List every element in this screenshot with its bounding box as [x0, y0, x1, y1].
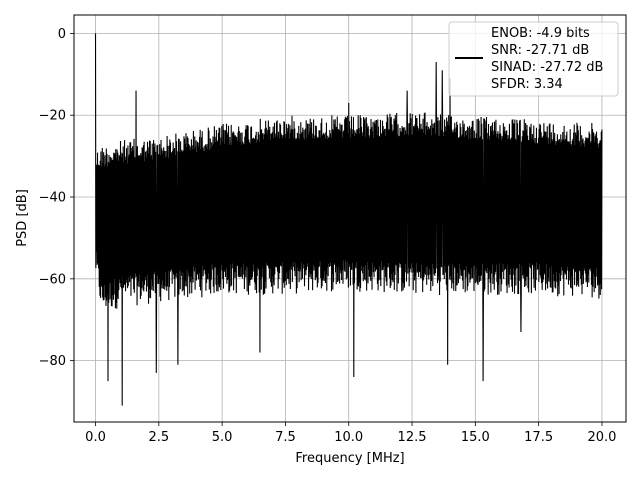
x-tick-label: 0.0 [85, 430, 106, 445]
y-tick-label: −80 [39, 354, 66, 369]
y-axis-label: PSD [dB] [15, 189, 30, 247]
x-tick-label: 10.0 [334, 430, 363, 445]
x-tick-label: 2.5 [148, 430, 169, 445]
x-axis-label: Frequency [MHz] [295, 451, 404, 466]
x-tick-label: 5.0 [212, 430, 233, 445]
legend-box [448, 21, 619, 97]
x-tick-label: 17.5 [524, 430, 553, 445]
legend-entry-sinad: SINAD: -27.72 dB [491, 60, 603, 75]
legend-entry-sfdr: SFDR: 3.34 [491, 77, 563, 92]
legend-entry-enob: ENOB: -4.9 bits [491, 26, 590, 41]
x-axis-ticks: 0.0 2.5 5.0 7.5 10.0 12.5 15.0 17.5 20.0 [85, 422, 616, 445]
x-tick-label: 20.0 [587, 430, 616, 445]
x-tick-label: 7.5 [275, 430, 296, 445]
y-tick-label: −40 [39, 191, 66, 206]
y-tick-label: 0 [58, 27, 66, 42]
y-tick-label: −60 [39, 272, 66, 287]
legend-entry-snr: SNR: -27.71 dB [491, 43, 589, 58]
y-tick-label: −20 [39, 109, 66, 124]
x-tick-label: 15.0 [461, 430, 490, 445]
x-tick-label: 12.5 [398, 430, 427, 445]
y-axis-ticks: 0 −20 −40 −60 −80 [39, 27, 74, 369]
legend: ENOB: -4.9 bits SNR: -27.71 dB SINAD: -2… [448, 21, 619, 97]
psd-series-line [94, 33, 603, 406]
plot-frame [73, 14, 627, 423]
plot-area [94, 33, 603, 406]
